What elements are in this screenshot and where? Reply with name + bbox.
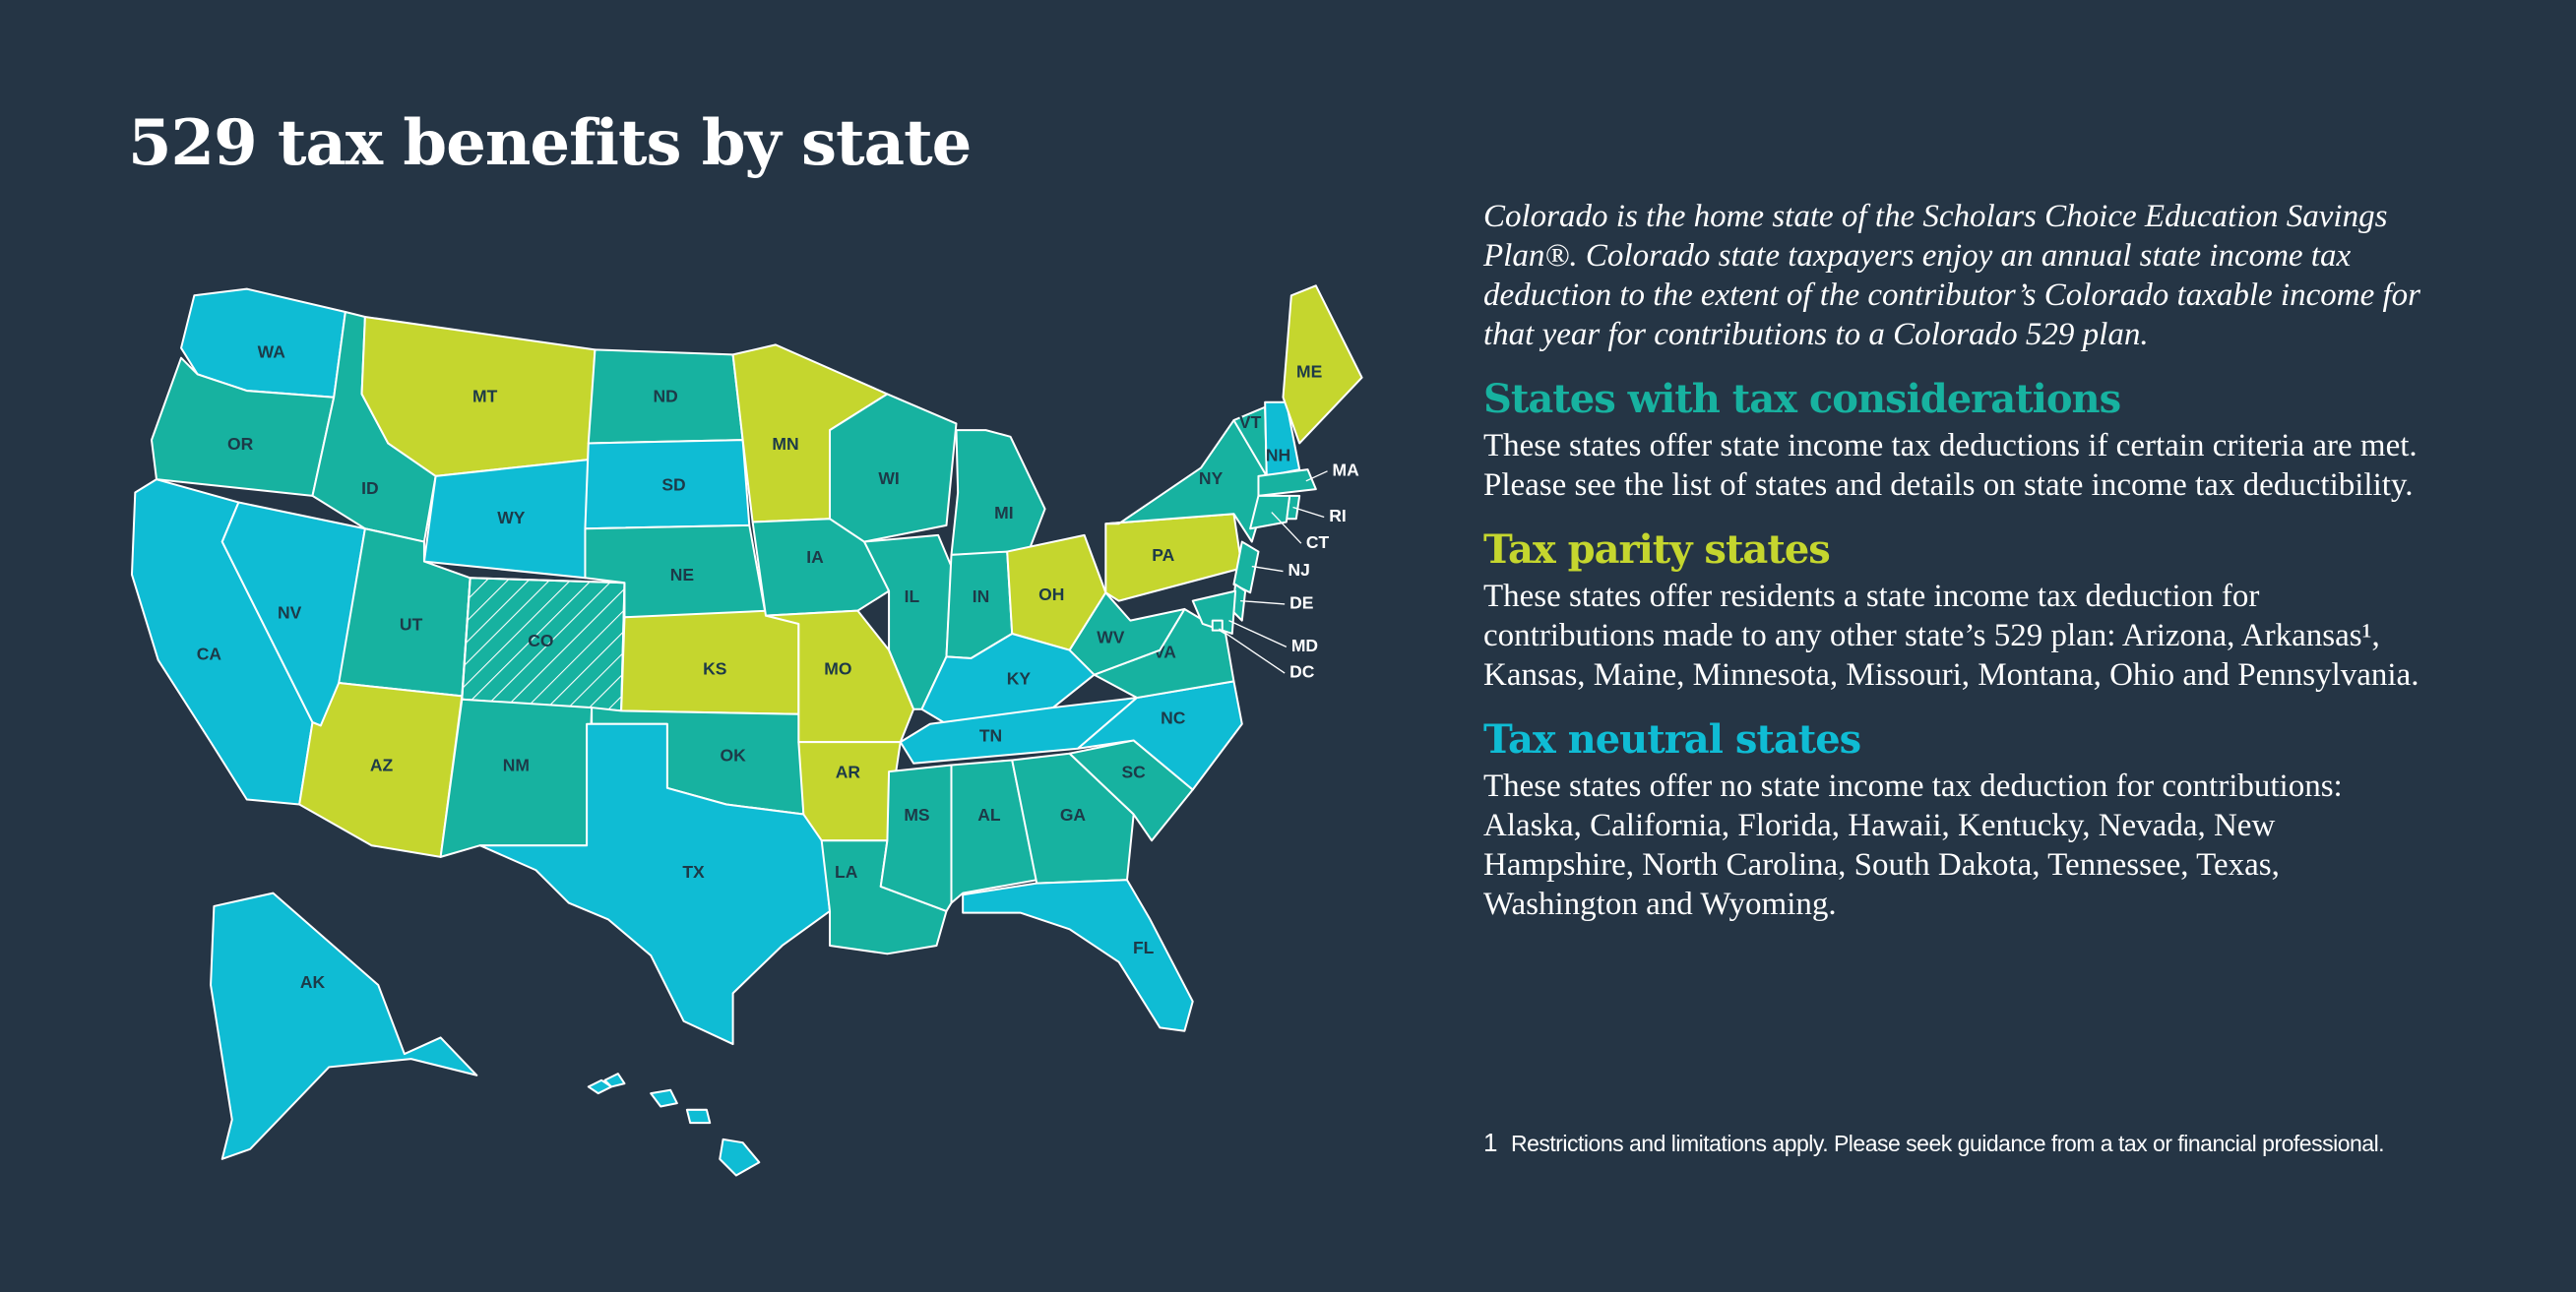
state-label: MN <box>772 434 798 454</box>
state-label: MS <box>904 805 929 825</box>
state-shape <box>1257 468 1317 497</box>
state-label: OR <box>227 434 254 454</box>
section-heading: Tax neutral states <box>1483 716 1861 763</box>
footnote-text: Restrictions and limitations apply. Plea… <box>1510 1131 2385 1156</box>
leader-line <box>1251 565 1284 573</box>
section-body: These states offer residents a state inc… <box>1483 579 2419 693</box>
state-label: NE <box>670 565 694 584</box>
state-label: MI <box>994 503 1013 523</box>
state-label: NM <box>503 756 530 775</box>
state-label: DC <box>1289 662 1315 682</box>
state-label: ND <box>654 386 678 405</box>
state-shape <box>587 1073 761 1177</box>
state-label: ID <box>361 478 379 498</box>
state-label: MD <box>1291 636 1318 655</box>
state-label: WA <box>258 341 286 361</box>
state-shape <box>962 879 1194 1032</box>
state-label: NC <box>1161 708 1186 727</box>
state-label: AL <box>977 805 1001 825</box>
section: Tax neutral states These states offer no … <box>1483 716 2428 924</box>
state-shape <box>1282 284 1363 445</box>
state-shape <box>950 759 1038 904</box>
state-label: AK <box>300 972 326 992</box>
state-label: WY <box>497 508 526 527</box>
state-label: LA <box>835 862 858 882</box>
state-label: RI <box>1329 506 1347 525</box>
title: 529 tax benefits by state <box>128 106 972 180</box>
state-shape <box>1211 619 1224 632</box>
footnote: 1 Restrictions and limitations apply. Ple… <box>1483 1128 2385 1158</box>
state-label: MA <box>1333 460 1360 479</box>
state-label: IN <box>973 586 989 606</box>
leader-line <box>1271 512 1302 544</box>
footnote-marker: 1 <box>1483 1128 1497 1157</box>
state-label: IA <box>806 547 824 567</box>
state-shape <box>1264 400 1301 477</box>
state-shape <box>1232 540 1260 594</box>
state-shape <box>764 609 915 744</box>
state-label: NJ <box>1288 560 1310 580</box>
state-label: NY <box>1199 468 1224 488</box>
intro: Colorado is the home state of the Schola… <box>1483 199 2420 352</box>
state-shape <box>478 722 832 1046</box>
state-label: IL <box>905 586 920 606</box>
state-label: ME <box>1296 361 1322 381</box>
state-label: TN <box>979 726 1002 746</box>
leader-line <box>1228 620 1288 647</box>
state-shape <box>950 429 1046 556</box>
state-label: GA <box>1060 805 1087 825</box>
state-shape <box>879 764 953 912</box>
state-label: TX <box>682 862 705 882</box>
state-label: CT <box>1306 532 1330 552</box>
state-shape <box>1191 589 1237 635</box>
leader-line <box>1240 599 1286 605</box>
state-label: NH <box>1266 445 1290 464</box>
state-label: FL <box>1133 938 1155 957</box>
state-label: AR <box>836 762 861 781</box>
state-shape <box>829 393 958 543</box>
state-shape <box>797 741 902 842</box>
state-label: NV <box>278 603 302 623</box>
state-shape <box>439 698 594 858</box>
state-label: OK <box>720 746 746 766</box>
section: Tax parity states These states offer resi… <box>1483 526 2428 695</box>
section-body: These states offer state income tax dedu… <box>1483 428 2418 503</box>
leader-line <box>1292 506 1325 519</box>
leader-line <box>1305 470 1328 482</box>
state-label: WI <box>878 468 899 488</box>
state-label: SD <box>661 474 685 494</box>
state-label: UT <box>400 614 423 634</box>
section-heading: States with tax considerations <box>1483 376 2121 422</box>
section-heading: Tax parity states <box>1483 526 1831 573</box>
state-label: MT <box>472 386 498 405</box>
state-label: SC <box>1122 762 1147 781</box>
state-label: AZ <box>370 756 394 775</box>
state-label: CA <box>197 644 222 663</box>
state-label: KS <box>703 658 726 678</box>
state-label: KY <box>1007 668 1032 688</box>
section: States with tax considerations These stat… <box>1483 376 2428 505</box>
text-column: Colorado is the home state of the Schola… <box>1483 197 2428 924</box>
state-label: OH <box>1038 584 1064 604</box>
state-label: PA <box>1152 545 1174 565</box>
state-label: CO <box>528 631 553 650</box>
section-body: These states offer no state income tax d… <box>1483 769 2343 922</box>
state-shape <box>210 892 478 1160</box>
state-label: WV <box>1097 628 1125 647</box>
state-label: DE <box>1289 593 1313 613</box>
state-label: VT <box>1239 412 1262 432</box>
leader-line <box>1219 628 1286 674</box>
state-label: MO <box>824 658 851 678</box>
